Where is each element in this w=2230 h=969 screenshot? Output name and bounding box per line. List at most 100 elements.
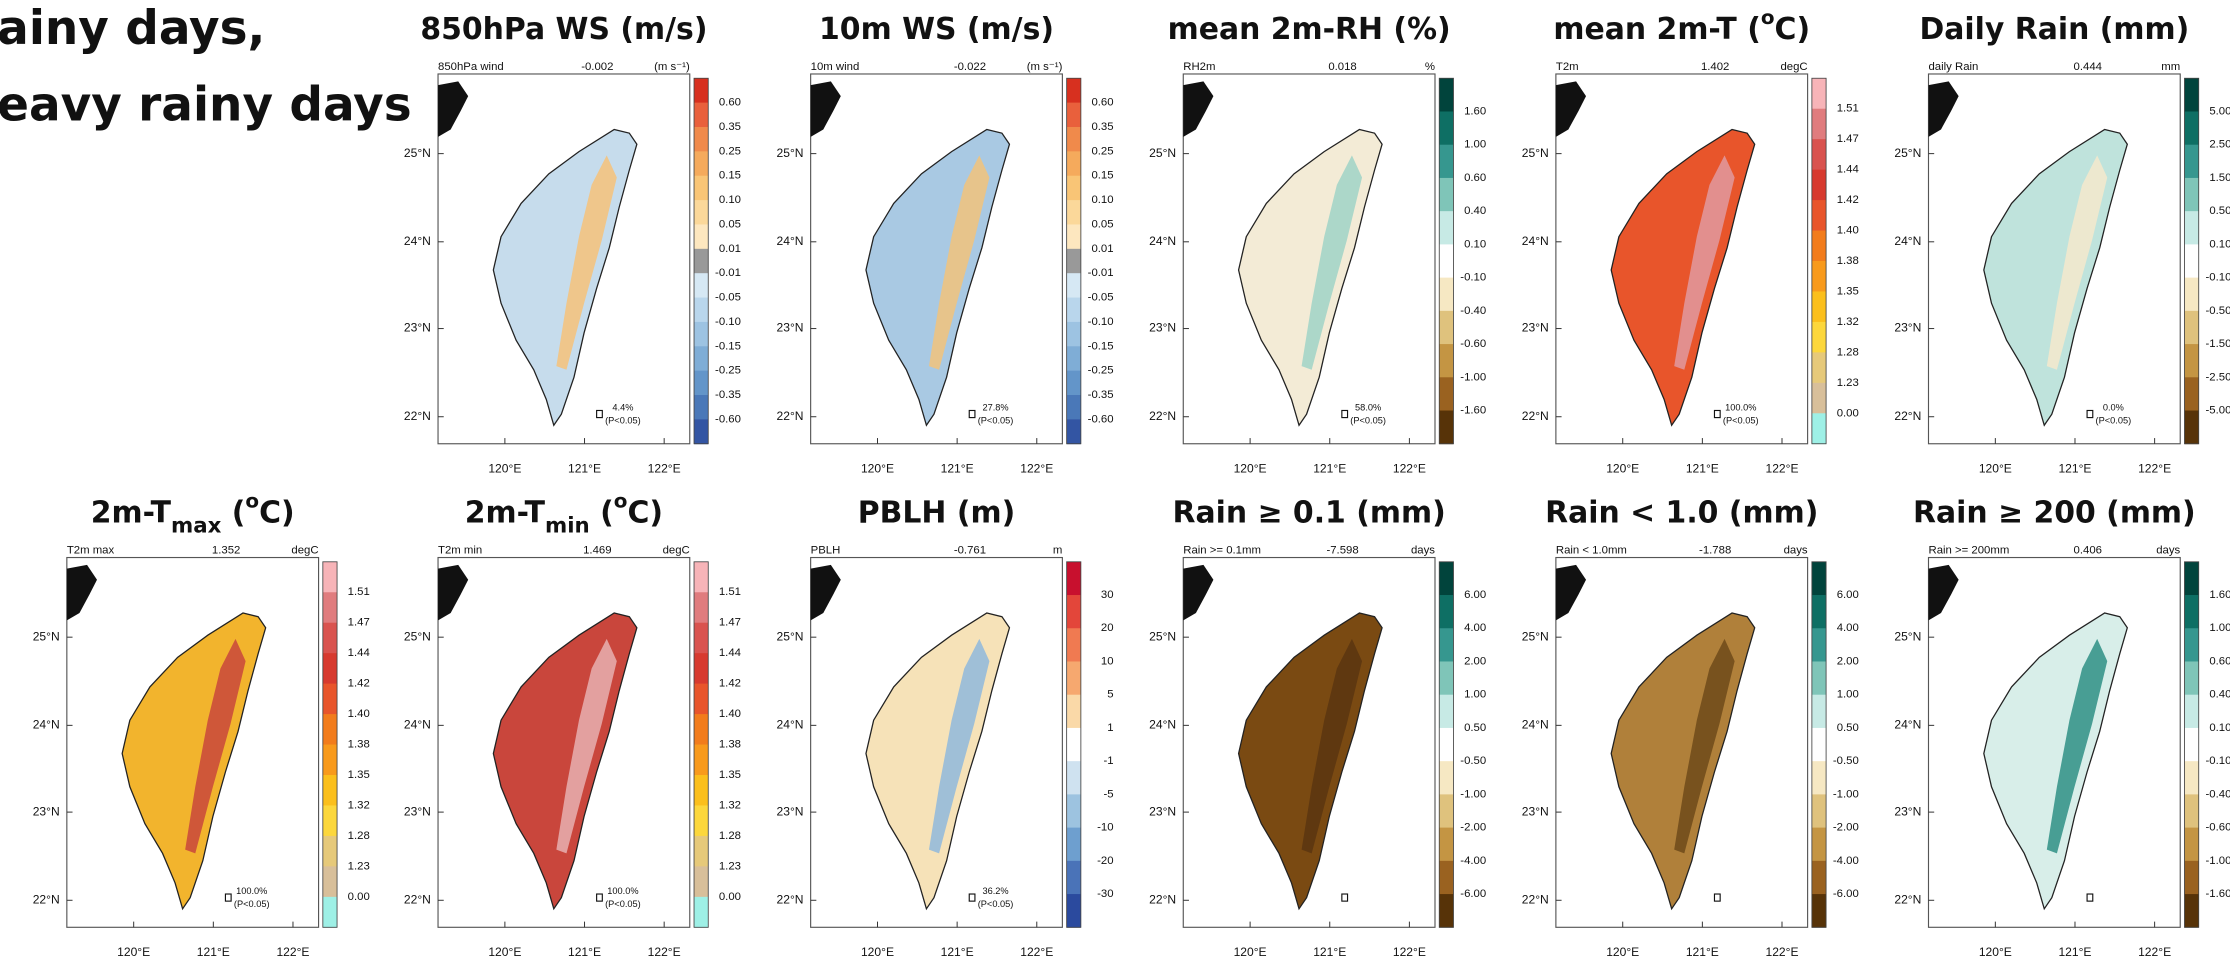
colorbar-swatch bbox=[1066, 126, 1081, 152]
header-label: Rain >= 200mm bbox=[1928, 544, 2009, 556]
colorbar-label: -4.00 bbox=[1833, 855, 1859, 867]
taiwan-pattern bbox=[1301, 638, 1363, 854]
colorbar-swatch bbox=[322, 714, 338, 745]
colorbar-label: 1.35 bbox=[1837, 285, 1859, 297]
taiwan-pattern bbox=[556, 638, 617, 854]
colorbar-swatch bbox=[694, 370, 709, 396]
lat-label: 22°N bbox=[1149, 892, 1176, 906]
colorbar-label: -1.00 bbox=[1460, 371, 1486, 383]
colorbar-label: 0.10 bbox=[1091, 194, 1113, 206]
lat-label: 24°N bbox=[777, 234, 804, 248]
colorbar-label: 0.35 bbox=[1091, 121, 1113, 133]
significance-p: (P<0.05) bbox=[234, 899, 270, 909]
colorbar-label: 1.40 bbox=[1837, 225, 1859, 237]
colorbar-label: 1.23 bbox=[348, 860, 370, 872]
lat-label: 22°N bbox=[777, 409, 804, 423]
significance-p: (P<0.05) bbox=[978, 415, 1014, 425]
header-units: degC bbox=[663, 544, 690, 556]
lon-label: 122°E bbox=[648, 462, 681, 476]
colorbar-swatch bbox=[694, 683, 709, 715]
lon-label: 122°E bbox=[276, 945, 309, 959]
lon-label: 121°E bbox=[1313, 462, 1346, 476]
colorbar-swatch bbox=[1811, 694, 1827, 729]
colorbar-swatch bbox=[1439, 761, 1454, 795]
panel-title: 2m-Tmax (oC) bbox=[91, 489, 295, 538]
colorbar-label: 1.28 bbox=[719, 830, 741, 842]
colorbar-swatch bbox=[1066, 860, 1081, 895]
colorbar-label: -0.40 bbox=[1460, 305, 1486, 317]
colorbar-swatch bbox=[2184, 144, 2199, 179]
colorbar-label: 0.10 bbox=[719, 194, 741, 206]
colorbar-label: 1.00 bbox=[1837, 689, 1859, 701]
colorbar-swatch bbox=[1066, 248, 1081, 274]
island bbox=[224, 893, 232, 902]
colorbar-label: 1.44 bbox=[348, 647, 370, 659]
colorbar-frame bbox=[693, 561, 709, 928]
lat-label: 24°N bbox=[777, 718, 804, 732]
lat-label: 22°N bbox=[777, 892, 804, 906]
colorbar-swatch bbox=[1066, 102, 1081, 128]
lat-label: 22°N bbox=[1894, 892, 1921, 906]
island bbox=[596, 893, 603, 902]
lon-label: 121°E bbox=[941, 462, 974, 476]
colorbar-label: -2.50 bbox=[2206, 371, 2230, 383]
title-part: 2m-T bbox=[91, 495, 172, 530]
colorbar-label: -0.15 bbox=[1088, 340, 1114, 352]
colorbar-swatch bbox=[694, 126, 709, 152]
colorbar-swatch bbox=[322, 683, 338, 715]
map-panel: Rain ≥ 200 (mm) Rain >= 200mm 0.406 days 25°… bbox=[1894, 495, 2230, 959]
colorbar-label: -0.01 bbox=[1088, 267, 1114, 279]
colorbar-swatch bbox=[1439, 794, 1454, 829]
colorbar-swatch bbox=[1066, 395, 1081, 420]
colorbar-swatch bbox=[1811, 321, 1827, 353]
lon-label: 122°E bbox=[2138, 462, 2171, 476]
colorbar-label: -0.35 bbox=[715, 389, 741, 401]
colorbar-swatch bbox=[1439, 78, 1454, 112]
colorbar-label: -20 bbox=[1097, 855, 1113, 867]
colorbar-swatch bbox=[1811, 595, 1827, 629]
colorbar-label: 0.40 bbox=[1464, 205, 1486, 217]
title-part: ( bbox=[590, 495, 614, 530]
colorbar-swatch bbox=[694, 248, 709, 274]
colorbar-swatch bbox=[1811, 352, 1827, 384]
colorbar-swatch bbox=[1439, 177, 1454, 212]
lon-label: 120°E bbox=[1979, 945, 2012, 959]
china-coast bbox=[438, 564, 469, 621]
colorbar-label: 6.00 bbox=[1464, 589, 1486, 601]
colorbar-swatch bbox=[2184, 727, 2199, 762]
colorbar-label: -1.00 bbox=[1460, 788, 1486, 800]
colorbar-label: 1.00 bbox=[2209, 622, 2230, 634]
colorbar-swatch bbox=[1439, 860, 1454, 895]
colorbar-label: 5 bbox=[1107, 689, 1113, 701]
colorbar-swatch bbox=[1811, 291, 1827, 323]
colorbar-swatch bbox=[1811, 761, 1827, 795]
lon-label: 122°E bbox=[648, 945, 681, 959]
colorbar-label: 0.01 bbox=[719, 243, 741, 255]
colorbar-frame bbox=[1066, 561, 1082, 928]
panel-title: Rain ≥ 200 (mm) bbox=[1913, 495, 2196, 530]
lat-label: 22°N bbox=[1894, 409, 1921, 423]
lon-label: 122°E bbox=[1393, 945, 1426, 959]
significance: 100.0% bbox=[1725, 403, 1756, 413]
significance: 27.8% bbox=[982, 403, 1008, 413]
colorbar-frame bbox=[1811, 77, 1827, 445]
lat-label: 24°N bbox=[404, 234, 431, 248]
title-part: o bbox=[245, 489, 259, 512]
taiwan-pattern bbox=[1674, 155, 1735, 370]
island bbox=[1341, 893, 1349, 902]
colorbar-label: 0.15 bbox=[719, 170, 741, 182]
header-label: PBLH bbox=[811, 544, 841, 556]
colorbar-label: 1.47 bbox=[719, 617, 741, 629]
colorbar-label: 1.42 bbox=[719, 678, 741, 690]
colorbar-swatch bbox=[322, 622, 338, 654]
china-coast bbox=[1555, 564, 1587, 621]
header-mean: -0.002 bbox=[581, 61, 613, 73]
colorbar-label: 0.60 bbox=[1091, 97, 1113, 109]
colorbar-label: 1.51 bbox=[348, 586, 370, 598]
colorbar-swatch bbox=[694, 151, 709, 177]
colorbar-label: 1.23 bbox=[719, 860, 741, 872]
significance: 4.4% bbox=[612, 403, 633, 413]
colorbar-swatch bbox=[1066, 370, 1081, 396]
colorbar-swatch bbox=[1066, 346, 1081, 372]
colorbar-label: 0.60 bbox=[2209, 655, 2230, 667]
